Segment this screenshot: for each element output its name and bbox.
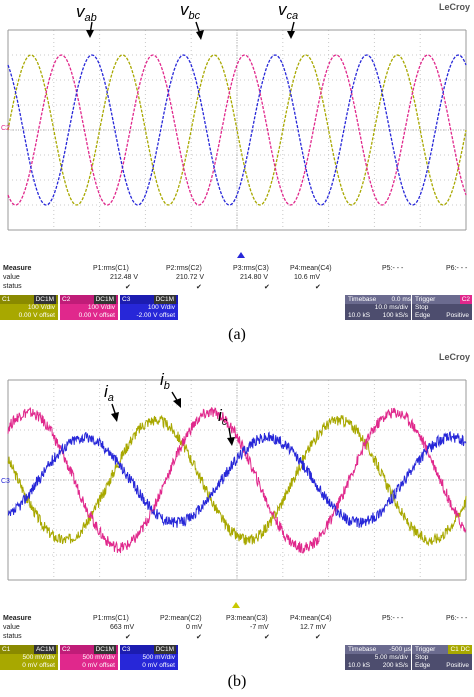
param-1: P1:rms(C1) bbox=[93, 265, 129, 272]
measure-table-a: Measure P1:rms(C1) P2:rms(C2) P3:rms(C3)… bbox=[0, 265, 474, 295]
label-vab: vab bbox=[76, 2, 97, 38]
svg-text:ic: ic bbox=[218, 406, 228, 428]
scope-screen-a: LeCroy C2 vab vbc vca bbox=[0, 0, 474, 262]
svg-text:vbc: vbc bbox=[180, 0, 201, 22]
param-5: P5:- - - bbox=[382, 615, 404, 622]
status-check-2: ✔ bbox=[196, 634, 202, 641]
channel-box-c3[interactable]: C3 DC1M 100 V/div -2.00 V offset bbox=[120, 295, 178, 320]
svg-text:vab: vab bbox=[76, 2, 97, 24]
measure-header: Measure bbox=[3, 265, 32, 272]
measure-table-b: Measure P1:rms(C1) P2:mean(C2) P3:mean(C… bbox=[0, 615, 474, 645]
measure-header: Measure bbox=[3, 615, 32, 622]
value-3: 214.80 V bbox=[240, 274, 269, 281]
label-vca: vca bbox=[278, 0, 298, 39]
svg-text:ib: ib bbox=[160, 370, 170, 392]
waveforms-b bbox=[7, 406, 467, 554]
channel-box-c1[interactable]: C1 AC1M 500 mV/div 0 mV offset bbox=[0, 645, 58, 670]
channel-box-c2[interactable]: C2 DC1M 500 mV/div 0 mV offset bbox=[60, 645, 118, 670]
ground-marker: C3 bbox=[1, 478, 10, 485]
svg-text:vca: vca bbox=[278, 0, 298, 22]
channel-box-c2[interactable]: C2 DC1M 100 V/div 0.00 V offset bbox=[60, 295, 118, 320]
label-ib: ib bbox=[160, 370, 181, 408]
value-2: 0 mV bbox=[186, 624, 203, 631]
status-check-1: ✔ bbox=[125, 284, 131, 291]
brand-logo: LeCroy bbox=[439, 352, 470, 362]
channel-box-c1[interactable]: C1 DC1M 100 V/div 0.00 V offset bbox=[0, 295, 58, 320]
param-3: P3:rms(C3) bbox=[233, 265, 269, 272]
status-row-label: status bbox=[3, 283, 22, 290]
status-check-4: ✔ bbox=[315, 634, 321, 641]
trigger-box-a[interactable]: Trigger C2 Stop Edge Positive bbox=[412, 295, 472, 320]
status-check-3: ✔ bbox=[264, 284, 270, 291]
panel-b: LeCroy C3 ia ib ic Measure P1:rms(C1) P2… bbox=[0, 350, 474, 697]
status-check-4: ✔ bbox=[315, 284, 321, 291]
waveform-vab bbox=[7, 54, 467, 206]
trigger-marker bbox=[237, 252, 245, 258]
value-1: 663 mV bbox=[110, 624, 135, 631]
status-row-label: status bbox=[3, 633, 22, 640]
svg-text:ia: ia bbox=[104, 382, 114, 404]
value-1: 212.48 V bbox=[110, 274, 139, 281]
param-4: P4:mean(C4) bbox=[290, 615, 332, 622]
value-2: 210.72 V bbox=[176, 274, 205, 281]
label-vbc: vbc bbox=[180, 0, 204, 40]
waveform-ic bbox=[7, 431, 467, 528]
value-3: -7 mV bbox=[250, 624, 269, 631]
timebase-box-b[interactable]: Timebase -500 µs 5.00 ms/div 10.0 kS 200 kS… bbox=[345, 645, 411, 670]
param-2: P2:mean(C2) bbox=[160, 615, 202, 622]
value-row-label: value bbox=[3, 624, 20, 631]
value-row-label: value bbox=[3, 274, 20, 281]
value-4: 12.7 mV bbox=[300, 624, 327, 631]
waveforms-a bbox=[7, 54, 467, 206]
status-check-1: ✔ bbox=[125, 634, 131, 641]
param-6: P6:- - - bbox=[446, 615, 468, 622]
waveform-ia bbox=[7, 414, 467, 547]
caption-b: (b) bbox=[227, 673, 247, 690]
label-ia: ia bbox=[104, 382, 119, 422]
waveform-ib bbox=[7, 406, 467, 554]
caption-a: (a) bbox=[228, 326, 246, 343]
brand-logo: LeCroy bbox=[439, 2, 470, 12]
value-4: 10.6 mV bbox=[294, 274, 321, 281]
trigger-marker bbox=[232, 602, 240, 608]
param-2: P2:rms(C2) bbox=[166, 265, 202, 272]
param-1: P1:rms(C1) bbox=[93, 615, 129, 622]
panel-a: LeCroy C2 vab vbc vca Measure P1:rms(C1)… bbox=[0, 0, 474, 343]
status-check-2: ✔ bbox=[196, 284, 202, 291]
channel-box-c3[interactable]: C3 DC1M 500 mV/div 0 mV offset bbox=[120, 645, 178, 670]
param-6: P6:- - - bbox=[446, 265, 468, 272]
timebase-box-a[interactable]: Timebase 0.0 ms 10.0 ms/div 10.0 kS 100 kS/… bbox=[345, 295, 411, 320]
waveform-vca bbox=[7, 54, 467, 206]
waveform-vbc bbox=[7, 54, 467, 206]
status-check-3: ✔ bbox=[264, 634, 270, 641]
trigger-box-b[interactable]: Trigger C1 DC Stop Edge Positive bbox=[412, 645, 472, 670]
param-3: P3:mean(C3) bbox=[226, 615, 268, 622]
ground-marker: C2 bbox=[1, 125, 10, 132]
label-ic: ic bbox=[218, 406, 235, 446]
param-5: P5:- - - bbox=[382, 265, 404, 272]
param-4: P4:mean(C4) bbox=[290, 265, 332, 272]
scope-screen-b: LeCroy C3 ia ib ic bbox=[0, 350, 474, 612]
